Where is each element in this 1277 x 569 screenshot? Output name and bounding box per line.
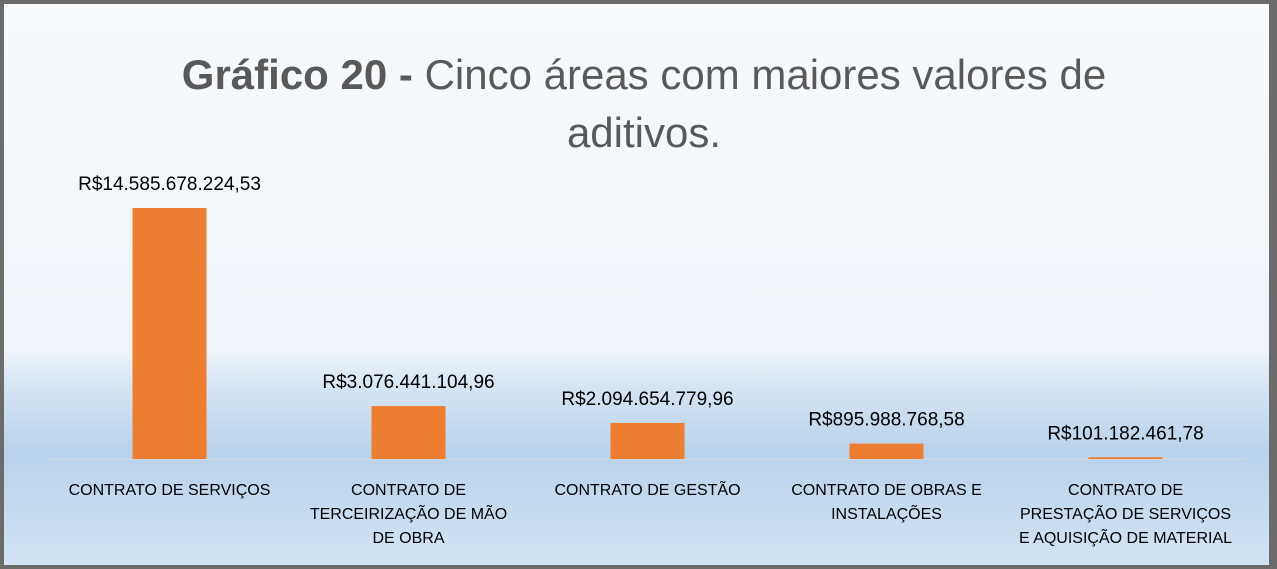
title-text: Cinco áreas com maiores valores de aditi… <box>424 51 1107 156</box>
x-tick-label: CONTRATO DE TERCEIRIZAÇÃO DE MÃO DE OBRA <box>309 482 508 547</box>
chart-title: Gráfico 20 - Cinco áreas com maiores val… <box>144 46 1144 162</box>
bar <box>610 422 685 459</box>
bar <box>132 208 207 459</box>
data-label: R$14.585.678.224,53 <box>78 174 261 195</box>
x-tick-label: CONTRATO DE PRESTAÇÃO DE SERVIÇOS E AQUI… <box>1018 482 1233 547</box>
title-prefix: Gráfico 20 - <box>181 51 413 98</box>
bar <box>849 443 924 459</box>
data-label: R$895.988.768,58 <box>808 410 964 431</box>
x-tick-label: CONTRATO DE OBRAS E INSTALAÇÕES <box>791 482 982 523</box>
data-label: R$2.094.654.779,96 <box>561 389 733 410</box>
plot: R$14.585.678.224,53 R$3.076.441.104,96 R$2… <box>50 174 1245 460</box>
data-label: R$3.076.441.104,96 <box>322 372 494 393</box>
bar <box>1088 457 1163 459</box>
x-tick-label: CONTRATO DE SERVIÇOS <box>68 482 271 499</box>
data-label: R$101.182.461,78 <box>1047 423 1203 444</box>
x-tick-label: CONTRATO DE GESTÃO <box>554 482 741 499</box>
bar <box>371 406 446 459</box>
